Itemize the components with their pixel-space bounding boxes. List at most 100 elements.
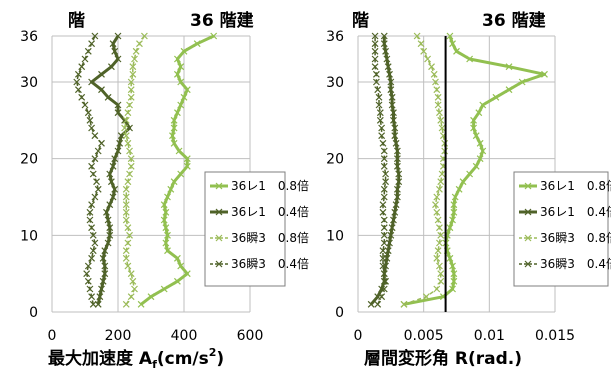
series-marker [433,285,441,293]
series-marker [392,201,400,209]
series-marker [433,208,441,216]
series-marker [380,239,388,247]
legend-label: 36瞬3 0.8倍 [540,230,611,245]
series-marker [88,40,96,48]
series-marker [167,185,175,193]
series-marker [390,116,397,124]
series-marker [124,262,132,270]
series-marker [466,170,474,178]
series-marker [380,147,388,155]
series-marker [127,78,135,86]
series-marker [173,254,181,262]
series-marker [375,101,383,109]
y-tick-label: 30 [326,75,344,91]
series-marker [88,124,96,132]
series-marker [193,40,201,48]
series-marker [126,231,133,239]
series-marker [492,93,500,101]
series-marker [126,101,133,109]
series-marker [114,101,122,109]
series-marker [162,239,170,247]
x-axis-label-unit: (cm/s [157,349,209,369]
series-marker [390,109,397,117]
series-marker [395,178,403,186]
legend-label: 36瞬3 0.8倍 [231,230,309,245]
series-marker [86,208,94,216]
series-marker [131,285,138,293]
series-marker [183,162,191,170]
series-marker [88,162,96,170]
series-marker [470,116,477,124]
series-marker [400,300,408,308]
series-marker [393,185,401,193]
series-marker [391,132,399,140]
series-marker [382,47,390,55]
series-marker [392,139,400,147]
legend-marker [215,260,223,268]
y-tick-label: 36 [326,29,344,45]
legend-label: 36レ1 0.4倍 [231,204,309,219]
series-marker [393,162,401,170]
series-marker [380,224,388,232]
x-axis-label-close: ) [216,349,224,369]
series-marker [450,208,458,216]
y-tick-label: 10 [20,228,38,244]
series-marker [126,170,133,178]
series-marker [140,32,148,40]
series-marker [183,270,191,278]
series-marker [98,70,105,78]
series-marker [73,78,81,86]
legend-marker [215,208,223,216]
series-marker [164,193,171,201]
series-marker [437,178,445,186]
series-marker [180,47,188,55]
series-marker [127,162,135,170]
series-marker [417,40,425,48]
series-marker [127,93,135,101]
series-marker [436,239,443,247]
series-marker [160,216,168,224]
series-marker [114,147,122,155]
series-marker [372,78,380,86]
series-marker [122,201,130,209]
series-marker [387,78,395,86]
series-line [374,36,387,305]
series-marker [379,254,387,262]
series-marker [164,231,171,239]
series-marker [177,262,185,270]
series-marker [164,247,171,255]
series-marker [380,277,388,285]
series-marker [132,47,140,55]
series-marker [449,262,456,270]
series-marker [395,170,403,178]
series-marker [99,254,107,262]
legend-marker [215,234,223,242]
series-marker [449,40,456,48]
series-marker [103,208,110,216]
series-marker [88,78,96,86]
series-marker [98,86,105,94]
series-marker [81,55,89,63]
legend-marker [524,234,532,242]
series-right [367,32,548,308]
legend-label: 36瞬3 0.4倍 [540,256,611,271]
series-marker [413,32,421,40]
series-marker [374,86,382,94]
series-marker [91,155,99,163]
series-marker [459,178,467,186]
series-marker [88,201,96,209]
grid-right [357,35,556,313]
legend-label: 36レ1 0.4倍 [540,204,611,219]
series-marker [388,93,396,101]
ticks-left: 0 10 20 30 36 0 200 400 600 [20,29,263,344]
series-marker [109,162,117,170]
series-marker [84,262,92,270]
series-marker [173,55,181,63]
series-marker [451,193,459,201]
series-marker [386,239,393,247]
series-marker [390,216,397,224]
series-marker [84,277,92,285]
x-tick-label: 0.015 [535,328,575,344]
legend-marker [215,182,223,190]
series-marker [437,231,445,239]
